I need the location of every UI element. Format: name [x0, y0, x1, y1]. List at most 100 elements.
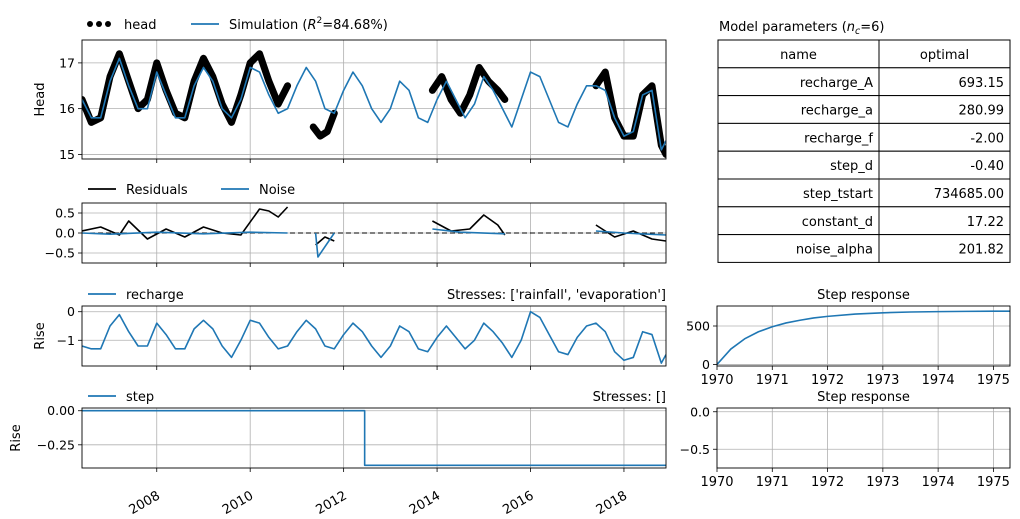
parameters-title-part: c [855, 26, 861, 37]
series-line [82, 57, 666, 151]
axes-frame [716, 407, 1011, 469]
axes-frame [81, 305, 667, 367]
legend-marker-head [105, 21, 111, 27]
panel-step: −0.25 0.00 Rise Stresses: [] 2008 2010 2012 201… [9, 390, 667, 518]
x-tick-label: 2018 [594, 488, 630, 518]
x-tick-label: 1974 [922, 373, 955, 388]
observed-head-points [82, 50, 292, 126]
y-axis-label: Head [33, 83, 48, 117]
panel-title: Step response [817, 390, 910, 405]
table-cell [717, 234, 880, 263]
legend-label-part: 2 [317, 16, 323, 26]
legend-marker-head [96, 21, 102, 27]
y-tick-label: −0.5 [45, 246, 75, 261]
table-param-name: recharge_f [804, 131, 873, 146]
series-line [314, 232, 335, 258]
panel-recharge: −1 0 Rise Stresses: ['rainfall', 'evaporati… [33, 288, 667, 370]
axes-frame [81, 202, 667, 264]
table-param-value: -2.00 [970, 131, 1004, 146]
legend-label-recharge: recharge [126, 288, 184, 303]
parameters-title-part: n [847, 20, 855, 35]
series-group [717, 310, 1010, 365]
series-line [82, 409, 666, 467]
y-axis-label: Rise [9, 424, 24, 451]
legend-label-part: =84.68%) [322, 18, 388, 33]
x-tick-label: 1972 [811, 373, 844, 388]
legend-marker-head [87, 21, 93, 27]
x-tick-label: 1970 [700, 475, 733, 490]
series-line [82, 206, 289, 240]
series-line [595, 230, 666, 236]
table-param-value: 280.99 [959, 104, 1005, 119]
table-cell [717, 206, 880, 236]
table-cell [878, 39, 1011, 69]
stresses-label: Stresses: ['rainfall', 'evaporation'] [447, 288, 666, 303]
legend-label-noise: Noise [259, 183, 295, 198]
panel-step_response_step: −0.5 0.0 Step response 1970 1971 1972 1973 1974… [680, 390, 1011, 490]
y-axis-label: Rise [33, 322, 48, 349]
legend-label-residuals: Residuals [126, 183, 188, 198]
table-param-name: recharge_a [801, 104, 873, 119]
panel-head: 15 16 17 Head [33, 39, 667, 163]
table-cell [717, 39, 880, 69]
y-tick-label: 16 [59, 101, 75, 116]
table-param-value: 734685.00 [934, 187, 1004, 202]
panel-step_response_recharge: 0 500 Step response 1970 1971 1972 1973 1974 197… [686, 288, 1011, 388]
x-tick-label: 1972 [811, 475, 844, 490]
x-tick-label: 2012 [313, 488, 349, 518]
legend-label-simulation: Simulation (R2=84.68%) [229, 16, 388, 33]
x-tick-label: 1970 [700, 373, 733, 388]
series-group [82, 206, 666, 258]
parameters-title: Model parameters (nc=6) [719, 20, 885, 37]
table-param-name: constant_d [802, 215, 873, 230]
legend-label-head: head [124, 18, 156, 33]
axes-frame [81, 407, 667, 469]
series-group [82, 50, 666, 158]
table-cell [878, 150, 1011, 180]
table-param-name: recharge_A [800, 76, 873, 91]
series-group [82, 310, 666, 364]
y-tick-label: 15 [59, 147, 75, 162]
x-tick-label: 1974 [922, 475, 955, 490]
x-tick-label: 1973 [866, 373, 899, 388]
table-cell [878, 95, 1011, 124]
y-tick-label: 0.0 [55, 226, 75, 241]
series-line [82, 310, 666, 364]
table-cell [717, 178, 880, 208]
y-tick-label: 0 [702, 357, 710, 372]
table-header-name: name [780, 48, 817, 63]
stresses-label: Stresses: [] [593, 390, 666, 405]
axes-frame [81, 39, 667, 160]
x-tick-label: 1971 [756, 475, 789, 490]
table-param-name: step_d [830, 159, 873, 174]
series-line [432, 214, 506, 236]
table-param-value: -0.40 [970, 159, 1004, 174]
table-param-value: 201.82 [959, 243, 1005, 258]
y-tick-label: 0.00 [47, 403, 75, 418]
table-cell [878, 178, 1011, 208]
legend-label-part: R [307, 18, 316, 33]
parameters-title-part: Model parameters ( [719, 20, 847, 35]
x-tick-label: 2008 [127, 488, 163, 518]
x-tick-label: 2014 [407, 488, 443, 518]
x-tick-label: 1975 [977, 373, 1010, 388]
table-cell [878, 234, 1011, 263]
y-tick-label: 0 [67, 304, 75, 319]
y-tick-label: 500 [686, 319, 710, 334]
table-param-value: 17.22 [967, 215, 1004, 230]
x-tick-label: 1973 [866, 475, 899, 490]
parameters-title-part: =6) [860, 20, 884, 35]
table-cell [878, 67, 1011, 97]
table-param-name: noise_alpha [796, 243, 873, 258]
series-line [315, 236, 335, 246]
legend-label-part: Simulation ( [229, 18, 307, 33]
panel-residuals: −0.5 0.0 0.5 [45, 202, 667, 267]
y-tick-label: −1 [57, 333, 75, 348]
series-line [82, 231, 288, 235]
legend-label-step: step [126, 390, 154, 405]
series-line [432, 228, 505, 235]
y-tick-label: 0.5 [55, 206, 75, 221]
y-tick-label: −0.25 [37, 437, 75, 452]
x-tick-label: 1975 [977, 475, 1010, 490]
